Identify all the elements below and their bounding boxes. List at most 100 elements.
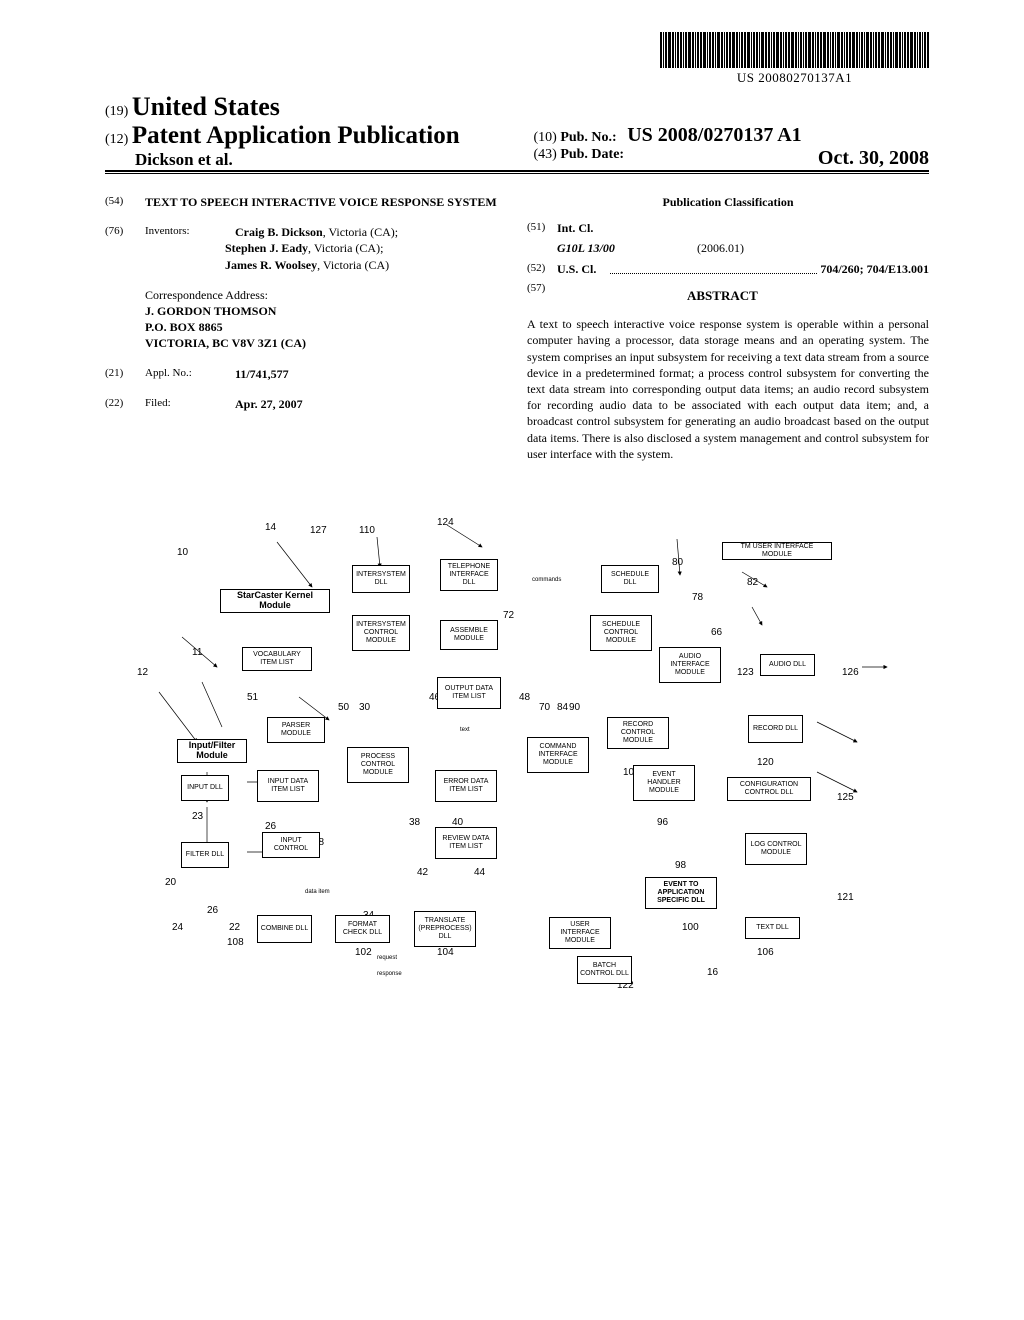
- box-config-dll: CONFIGURATION CONTROL DLL: [727, 777, 811, 801]
- label-20: 20: [165, 877, 176, 888]
- inventors-label: Inventors:: [145, 224, 235, 239]
- label-80: 80: [672, 557, 683, 568]
- right-column: Publication Classification (51) Int. Cl.…: [527, 194, 929, 462]
- label-108: 108: [227, 937, 244, 948]
- box-user-if: USER INTERFACE MODULE: [549, 917, 611, 949]
- box-cmd-if: COMMAND INTERFACE MODULE: [527, 737, 589, 773]
- label-70: 70: [539, 702, 550, 713]
- code-19: (19): [105, 104, 128, 119]
- box-tel-if: TELEPHONE INTERFACE DLL: [440, 559, 498, 591]
- corr-label: Correspondence Address:: [145, 288, 268, 302]
- code-22: (22): [105, 396, 135, 411]
- title-entry: (54) TEXT TO SPEECH INTERACTIVE VOICE RE…: [105, 194, 507, 210]
- box-input-ctrl: INPUT CONTROL: [262, 832, 320, 858]
- label-16: 16: [707, 967, 718, 978]
- code-57: (57): [527, 281, 557, 313]
- label-66: 66: [711, 627, 722, 638]
- small-text: text: [460, 727, 470, 733]
- label-121: 121: [837, 892, 854, 903]
- invention-title: TEXT TO SPEECH INTERACTIVE VOICE RESPONS…: [145, 194, 507, 210]
- code-21: (21): [105, 366, 135, 381]
- pub-classification-header: Publication Classification: [527, 194, 929, 210]
- label-96: 96: [657, 817, 668, 828]
- label-82: 82: [747, 577, 758, 588]
- label-38: 38: [409, 817, 420, 828]
- box-input-filter: Input/Filter Module: [177, 739, 247, 763]
- inventors-list: Craig B. Dickson, Victoria (CA); Stephen…: [225, 224, 507, 273]
- label-26: 26: [207, 905, 218, 916]
- box-text-dll: TEXT DLL: [745, 917, 800, 939]
- label-127: 127: [310, 525, 327, 536]
- uscl-value: 704/260; 704/E13.001: [820, 261, 929, 277]
- box-audio-if: AUDIO INTERFACE MODULE: [659, 647, 721, 683]
- inventor-1-loc: , Victoria (CA);: [323, 225, 398, 239]
- box-review-list: REVIEW DATA ITEM LIST: [435, 827, 497, 859]
- code-51: (51): [527, 220, 557, 236]
- label-24: 24: [172, 922, 183, 933]
- corr-line2: P.O. BOX 8865: [145, 320, 223, 334]
- box-vocab: VOCABULARY ITEM LIST: [242, 647, 312, 671]
- label-78: 78: [692, 592, 703, 603]
- abstract-label: ABSTRACT: [687, 287, 758, 305]
- applno-label: Appl. No.:: [145, 366, 235, 381]
- box-intersys-ctrl: INTERSYSTEM CONTROL MODULE: [352, 615, 410, 651]
- inventor-3: James R. Woolsey: [225, 258, 317, 272]
- box-batch: BATCH CONTROL DLL: [577, 956, 632, 984]
- small-response: response: [377, 971, 402, 977]
- box-audio-dll: AUDIO DLL: [760, 654, 815, 676]
- label-22: 22: [229, 922, 240, 933]
- label-11: 11: [192, 647, 202, 658]
- header-right: (10) Pub. No.: US 2008/0270137 A1 (43) P…: [533, 92, 929, 170]
- box-input-dll: INPUT DLL: [181, 775, 229, 801]
- filed-date: Apr. 27, 2007: [235, 397, 303, 411]
- abstract-header-entry: (57) ABSTRACT: [527, 281, 929, 313]
- box-starcaster: StarCaster Kernel Module: [220, 589, 330, 613]
- label-120: 120: [757, 757, 774, 768]
- box-error-list: ERROR DATA ITEM LIST: [435, 770, 497, 802]
- country: United States: [132, 92, 280, 121]
- label-44: 44: [474, 867, 485, 878]
- pubdate-label: Pub. Date:: [560, 147, 624, 162]
- pub-type: Patent Application Publication: [132, 122, 460, 149]
- label-123: 123: [737, 667, 754, 678]
- system-diagram: 14 10 52 12 11 51 23 20 24 22 26 26 28 5…: [137, 517, 897, 997]
- box-output-list: OUTPUT DATA ITEM LIST: [437, 677, 501, 709]
- label-42: 42: [417, 867, 428, 878]
- inventors-entry: (76) Inventors: Craig B. Dickson, Victor…: [105, 224, 507, 273]
- label-100: 100: [682, 922, 699, 933]
- intcl-code: G10L 13/00: [557, 240, 657, 256]
- author-line: Dickson et al.: [135, 150, 501, 170]
- label-26b: 26: [265, 821, 276, 832]
- label-72: 72: [503, 610, 514, 621]
- code-52: (52): [527, 261, 557, 277]
- corr-line3: VICTORIA, BC V8V 3Z1 (CA): [145, 336, 306, 350]
- intcl-label: Int. Cl.: [557, 220, 607, 236]
- label-125: 125: [837, 792, 854, 803]
- box-record-ctrl: RECORD CONTROL MODULE: [607, 717, 669, 749]
- box-event-app: EVENT TO APPLICATION SPECIFIC DLL: [645, 877, 717, 909]
- divider-bottom: [105, 173, 929, 174]
- label-23: 23: [192, 811, 203, 822]
- inventor-2-loc: , Victoria (CA);: [308, 241, 383, 255]
- filed-entry: (22) Filed: Apr. 27, 2007: [105, 396, 507, 412]
- inventor-2: Stephen J. Eady: [225, 241, 308, 255]
- barcode-number: US 20080270137A1: [660, 70, 929, 86]
- intcl-year: (2006.01): [697, 240, 744, 256]
- box-intersys-dll: INTERSYSTEM DLL: [352, 565, 410, 593]
- code-12: (12): [105, 132, 128, 147]
- label-30: 30: [359, 702, 370, 713]
- intcl-value: G10L 13/00 (2006.01): [557, 240, 929, 256]
- applno: 11/741,577: [235, 367, 289, 381]
- uscl-label: U.S. Cl.: [557, 261, 607, 277]
- divider-top: [105, 170, 929, 172]
- left-column: (54) TEXT TO SPEECH INTERACTIVE VOICE RE…: [105, 194, 507, 462]
- small-commands: commands: [532, 577, 561, 583]
- label-14: 14: [265, 522, 276, 533]
- box-tm-ui: TM USER INTERFACE MODULE: [722, 542, 832, 560]
- label-110: 110: [359, 525, 375, 536]
- code-10: (10): [533, 130, 556, 145]
- label-84: 84: [557, 702, 568, 713]
- box-event-handler: EVENT HANDLER MODULE: [633, 765, 695, 801]
- label-102: 102: [355, 947, 372, 958]
- code-54: (54): [105, 194, 135, 209]
